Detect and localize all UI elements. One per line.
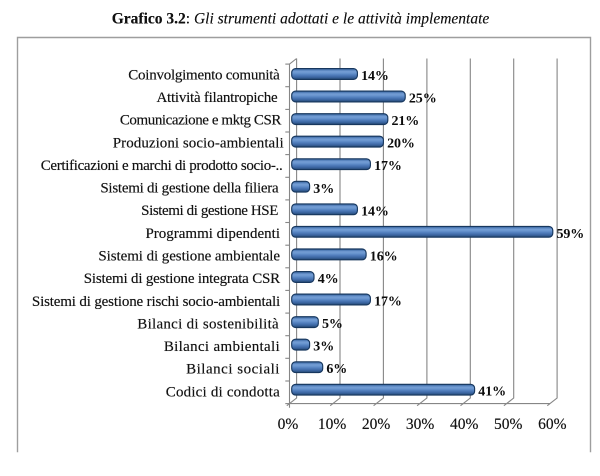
svg-text:Coinvolgimento comunità: Coinvolgimento comunità (128, 67, 280, 83)
svg-text:16%: 16% (370, 249, 398, 264)
svg-text:30%: 30% (406, 416, 435, 433)
svg-text:6%: 6% (326, 362, 347, 377)
svg-text:41%: 41% (478, 385, 506, 400)
svg-text:50%: 50% (494, 416, 523, 433)
svg-text:Sistemi di gestione della fili: Sistemi di gestione della filiera (100, 181, 279, 197)
svg-text:25%: 25% (409, 92, 437, 107)
svg-text:20%: 20% (387, 137, 415, 152)
svg-text:3%: 3% (313, 182, 334, 197)
svg-text:Codici di condotta: Codici di condotta (166, 384, 280, 400)
svg-text:Bilanci sociali: Bilanci sociali (186, 362, 280, 378)
svg-text:0%: 0% (278, 416, 299, 433)
svg-text:Sistemi di gestione HSE: Sistemi di gestione HSE (141, 203, 278, 219)
svg-text:14%: 14% (361, 69, 389, 84)
svg-text:Produzioni socio-ambientali: Produzioni socio-ambientali (113, 135, 284, 151)
svg-text:Bilanci di sostenibilità: Bilanci di sostenibilità (137, 316, 279, 332)
svg-text:Certificazioni e marchi di pro: Certificazioni e marchi di prodotto soci… (41, 158, 283, 174)
svg-text:14%: 14% (361, 204, 389, 219)
svg-text:Sistemi di gestione integrata: Sistemi di gestione integrata CSR (84, 271, 280, 287)
svg-text:17%: 17% (374, 295, 402, 310)
svg-text:10%: 10% (318, 416, 347, 433)
svg-text:Attività filantropiche: Attività filantropiche (156, 90, 278, 106)
svg-text:Grafico 3.2: Gli strumenti ado: Grafico 3.2: Gli strumenti adottati e le… (112, 11, 490, 28)
svg-text:Sistemi di gestione ambientale: Sistemi di gestione ambientale (98, 249, 280, 265)
svg-text:Bilanci ambientali: Bilanci ambientali (164, 339, 280, 355)
svg-text:40%: 40% (450, 416, 479, 433)
svg-text:4%: 4% (318, 272, 339, 287)
svg-text:60%: 60% (538, 416, 567, 433)
svg-text:21%: 21% (392, 114, 420, 129)
svg-text:Comunicazione e mktg CSR: Comunicazione e mktg CSR (120, 113, 282, 129)
svg-text:Programmi dipendenti: Programmi dipendenti (145, 226, 280, 242)
svg-text:Sistemi di gestione rischi soc: Sistemi di gestione rischi socio-ambient… (32, 294, 280, 310)
svg-text:17%: 17% (374, 159, 402, 174)
svg-text:5%: 5% (322, 317, 343, 332)
svg-text:59%: 59% (557, 227, 585, 242)
svg-text:3%: 3% (313, 340, 334, 355)
svg-text:20%: 20% (362, 416, 391, 433)
